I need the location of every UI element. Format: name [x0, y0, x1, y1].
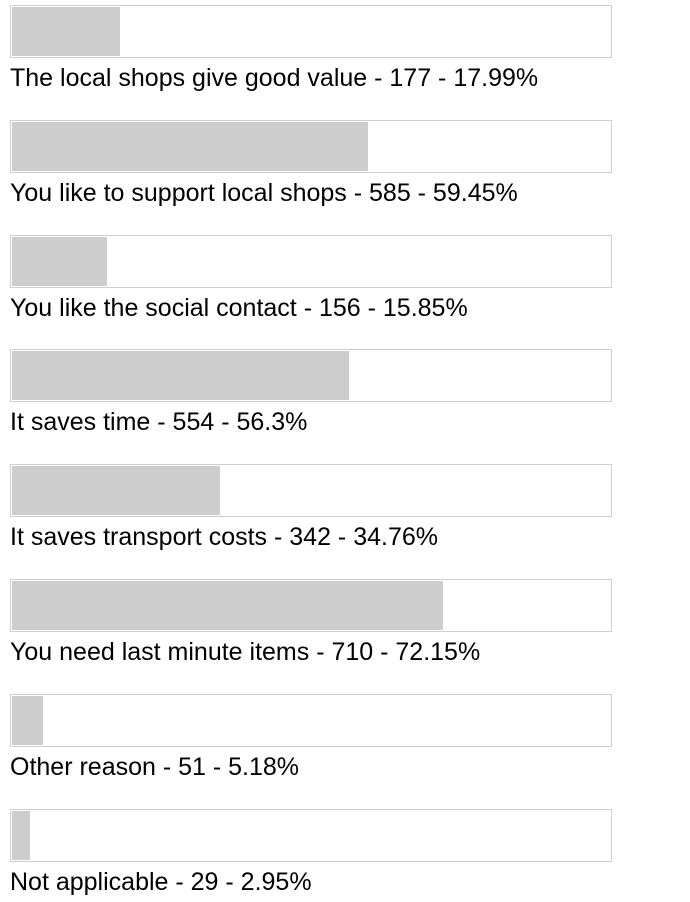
option-label: It saves transport costs - 342 - 34.76% — [10, 523, 438, 552]
option-label: It saves time - 554 - 56.3% — [10, 408, 308, 437]
bar-fill — [12, 466, 220, 516]
bar-fill — [12, 351, 349, 401]
bar-track — [10, 5, 612, 58]
bar-fill — [12, 236, 107, 286]
bar-track — [10, 579, 612, 632]
bar-fill — [12, 810, 30, 860]
option-label: You like to support local shops - 585 - … — [10, 178, 518, 207]
bar-track — [10, 234, 612, 288]
option-label: You need last minute items - 710 - 72.15… — [10, 638, 481, 666]
bar-fill — [12, 695, 43, 745]
bar-track — [10, 349, 612, 403]
option-label: You like the social contact - 156 - 15.8… — [10, 293, 468, 322]
bar-track — [10, 464, 612, 518]
option-label: Other reason - 51 - 5.18% — [10, 752, 300, 781]
bar-track — [10, 808, 612, 862]
bar-track — [10, 119, 612, 173]
bar-fill — [12, 121, 368, 171]
option-label: The local shops give good value - 177 - … — [10, 64, 539, 92]
bar-fill — [12, 581, 444, 630]
option-label: Not applicable - 29 - 2.95% — [10, 867, 312, 896]
bar-fill — [12, 7, 120, 56]
bar-track — [10, 693, 612, 747]
